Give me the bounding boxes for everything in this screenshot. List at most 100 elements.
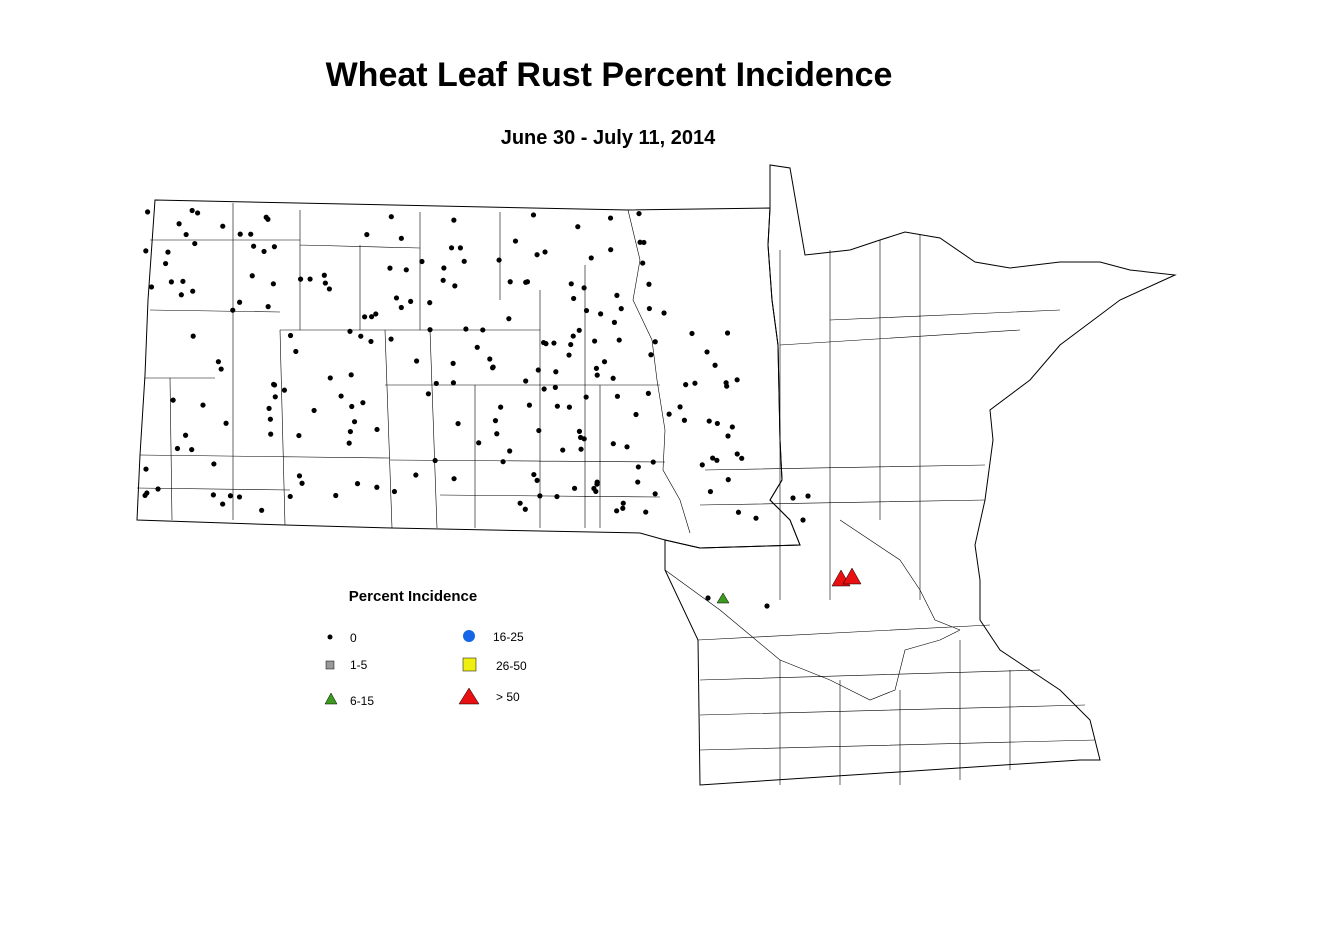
site-marker [500, 459, 506, 465]
legend-title: Percent Incidence [349, 588, 477, 605]
site-marker [272, 394, 278, 400]
county-lines-mn [664, 235, 1096, 785]
site-marker [620, 505, 626, 511]
site-marker [571, 295, 577, 302]
site-marker [583, 394, 589, 400]
site-marker [714, 457, 720, 463]
site-marker [764, 603, 770, 609]
state-outline-mn [664, 164, 1177, 786]
site-marker [144, 209, 151, 215]
site-marker [271, 382, 278, 388]
site-marker [507, 279, 513, 285]
site-marker [753, 515, 759, 521]
site-marker [433, 380, 439, 387]
site-marker [611, 319, 618, 325]
site-marker [568, 281, 574, 287]
site-marker [393, 295, 400, 301]
site-marker [413, 358, 420, 364]
site-marker [541, 386, 547, 392]
site-marker [408, 298, 414, 305]
site-marker [338, 393, 344, 399]
site-marker [618, 306, 624, 312]
site-marker [236, 299, 243, 305]
site-marker [689, 330, 695, 337]
site-marker [297, 276, 304, 282]
site-marker [210, 492, 216, 498]
site-marker [805, 493, 811, 499]
site-marker [183, 231, 189, 238]
site-marker [537, 493, 543, 499]
site-marker [189, 207, 195, 214]
site-marker [526, 402, 533, 408]
site-marker [530, 212, 537, 218]
site-marker [707, 488, 714, 495]
site-marker [614, 508, 620, 514]
site-marker [641, 239, 647, 246]
site-marker [398, 304, 404, 311]
site-marker [190, 288, 196, 294]
site-marker [265, 216, 271, 222]
site-marker [374, 426, 380, 433]
site-marker [143, 248, 149, 254]
site-marker [735, 509, 742, 515]
site-marker [450, 380, 457, 386]
site-marker [624, 444, 630, 450]
site-marker [373, 311, 379, 317]
site-marker [455, 420, 461, 427]
site-marker [440, 277, 446, 283]
site-marker [610, 441, 616, 447]
site-marker [368, 338, 374, 345]
legend-label: 6-15 [350, 694, 374, 708]
site-marker [739, 455, 745, 461]
site-marker [554, 493, 560, 500]
site-marker [489, 365, 496, 371]
site-marker [588, 255, 594, 261]
site-marker [391, 488, 398, 495]
site-marker [351, 419, 358, 425]
site-marker [666, 411, 672, 417]
site-marker [554, 403, 560, 409]
site-marker [192, 240, 198, 247]
site-marker [725, 477, 731, 483]
site-marker [413, 472, 419, 478]
site-marker [374, 484, 380, 490]
site-marker [714, 420, 720, 427]
site-marker [498, 404, 504, 410]
legend-label: > 50 [496, 690, 520, 704]
site-marker [227, 493, 234, 499]
site-marker [476, 440, 482, 446]
site-marker [451, 217, 457, 223]
site-marker [155, 486, 161, 492]
site-marker [403, 267, 409, 273]
site-marker [729, 424, 735, 430]
site-marker [287, 493, 293, 500]
site-marker [474, 344, 480, 350]
map-subtitle: June 30 - July 11, 2014 [501, 127, 716, 149]
site-marker [463, 326, 469, 332]
site-marker [142, 492, 148, 499]
site-marker [326, 286, 332, 292]
site-marker [322, 280, 328, 286]
site-marker [646, 281, 652, 287]
site-marker [270, 281, 276, 287]
site-marker [249, 273, 255, 279]
site-marker [220, 223, 226, 229]
site-marker [734, 451, 740, 457]
site-marker [704, 349, 710, 355]
site-marker [425, 391, 432, 397]
site-marker [570, 333, 576, 339]
site-marker [148, 284, 155, 290]
site-marker [523, 279, 529, 285]
site-marker [296, 473, 303, 479]
site-marker [566, 404, 572, 410]
site-marker [566, 352, 572, 358]
site-marker [506, 316, 512, 322]
site-marker [162, 260, 169, 267]
site-marker [182, 432, 189, 438]
site-marker [581, 436, 587, 442]
site-marker [165, 249, 171, 255]
site-marker [790, 495, 796, 501]
site-marker [347, 328, 353, 334]
site-marker [616, 337, 622, 343]
site-marker [614, 292, 620, 298]
